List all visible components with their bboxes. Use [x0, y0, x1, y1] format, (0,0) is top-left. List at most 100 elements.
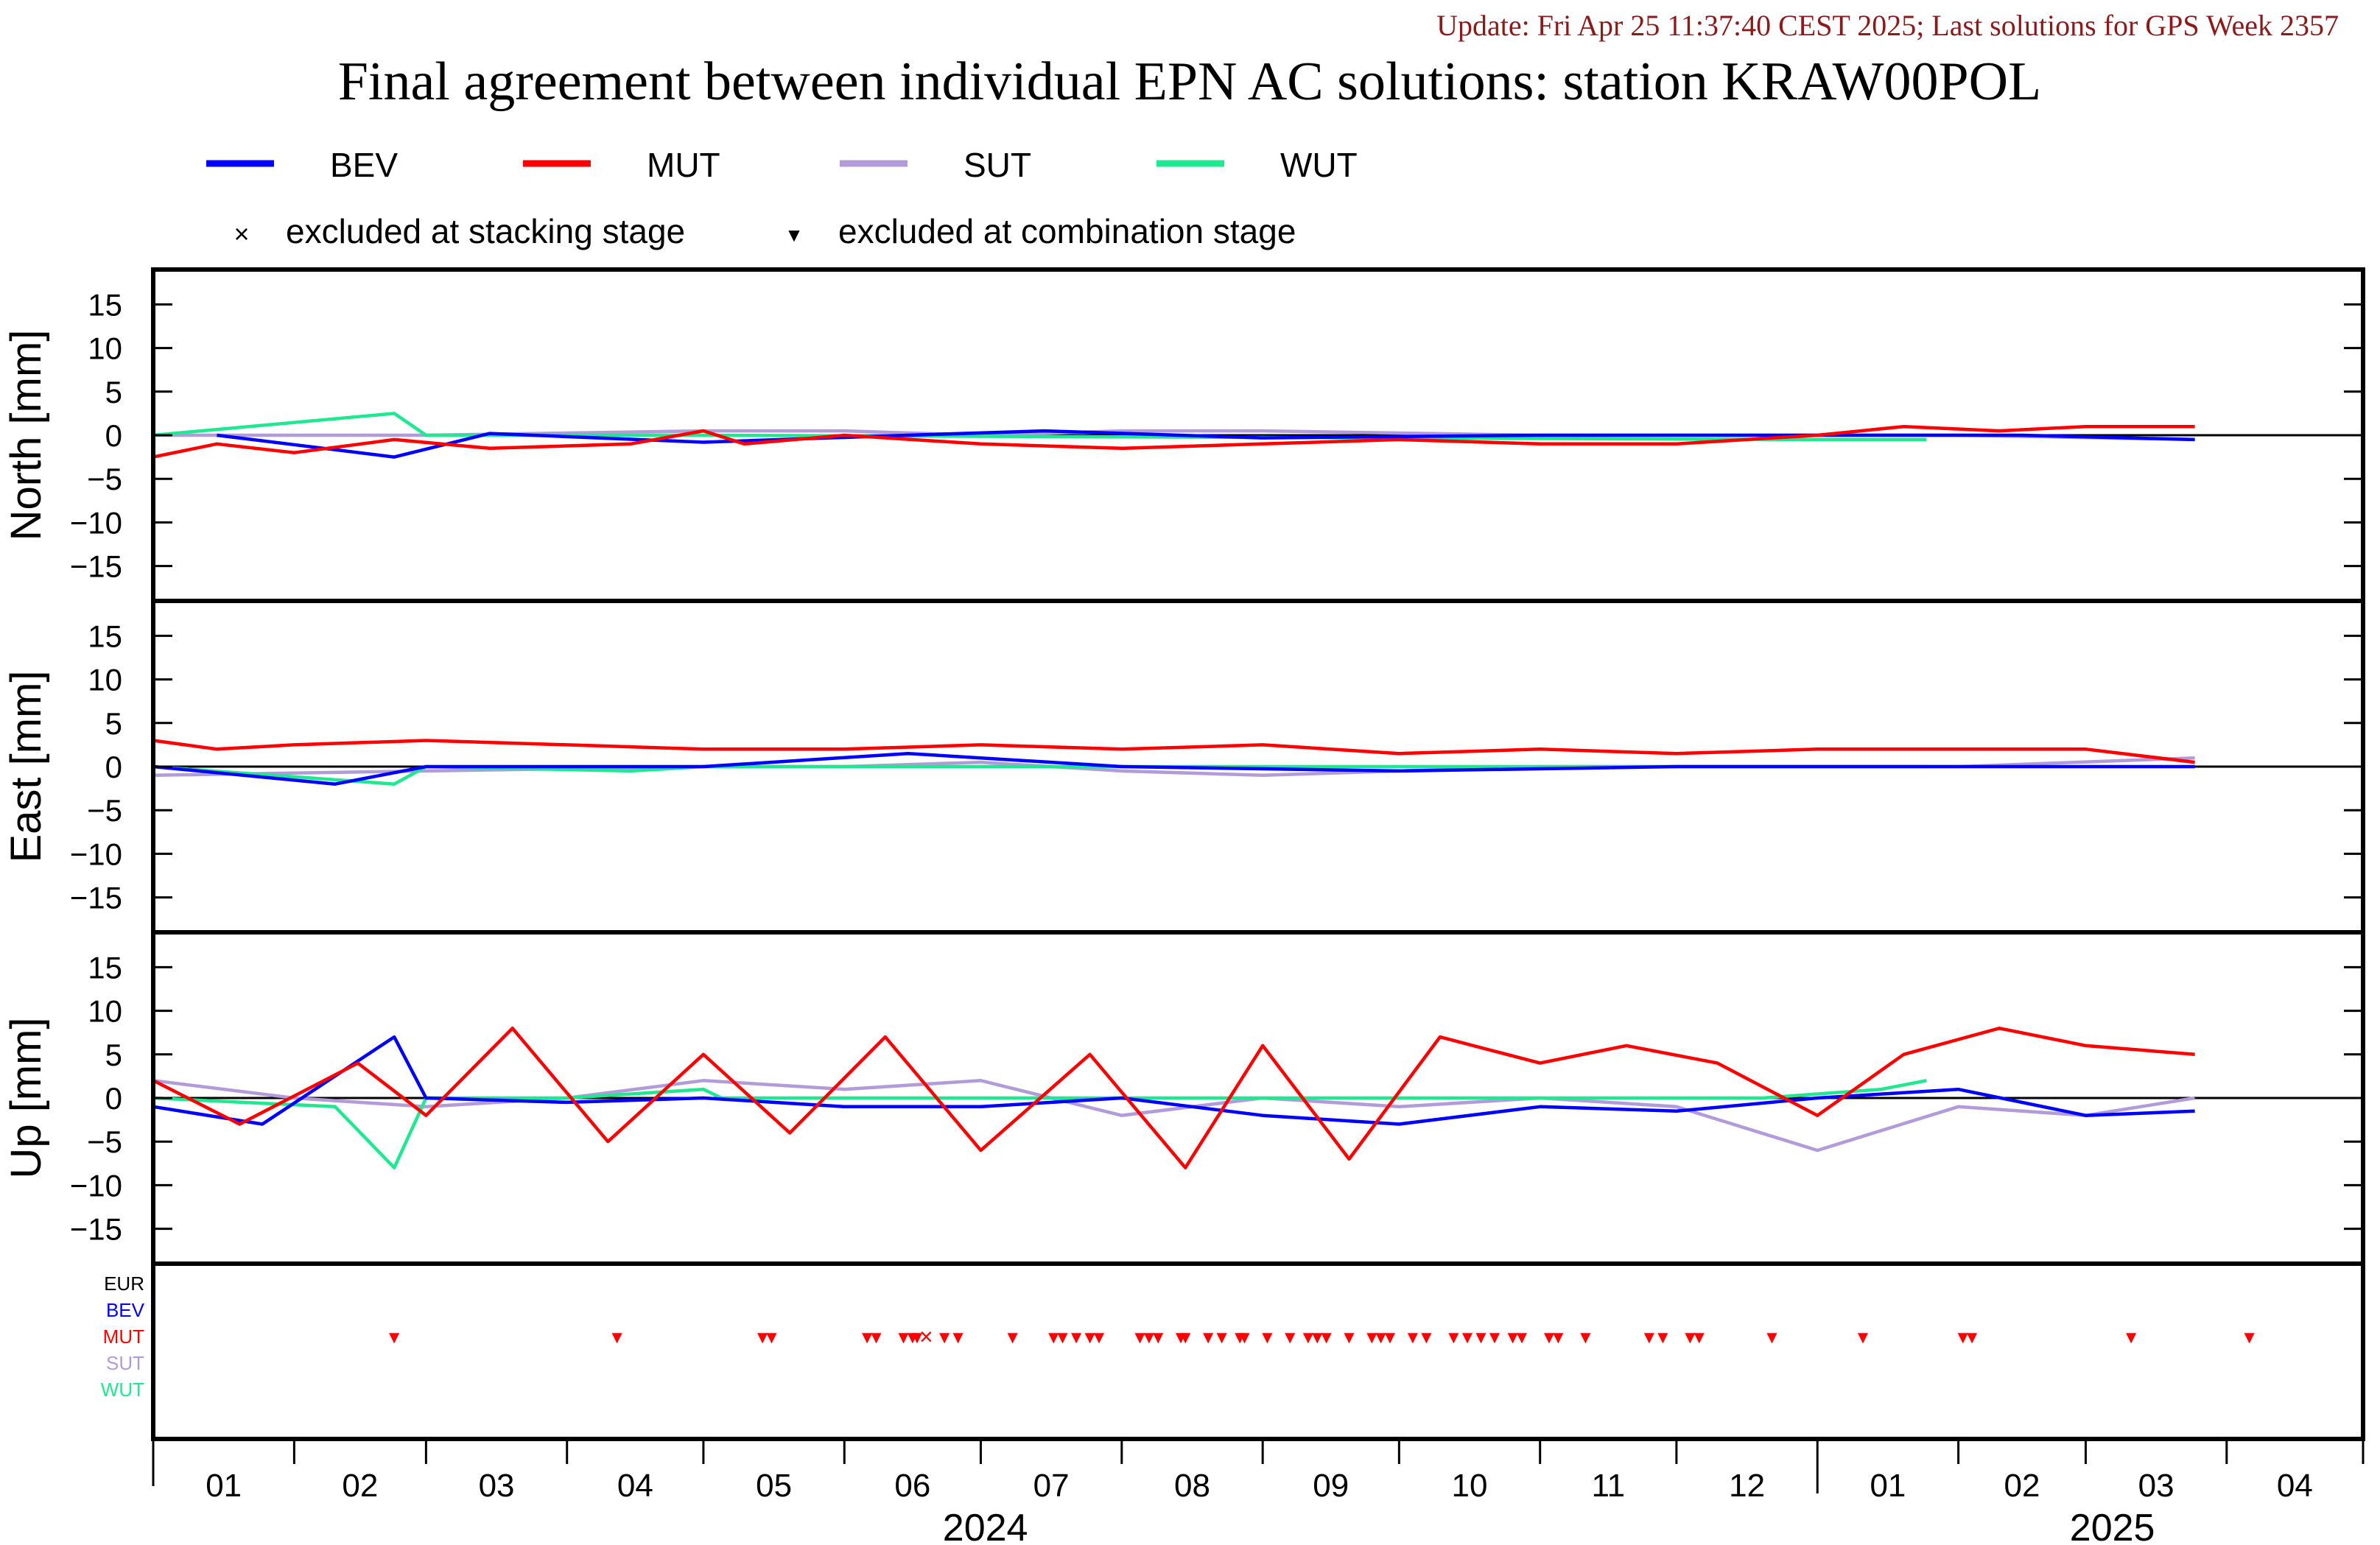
update-text: Update: Fri Apr 25 11:37:40 CEST 2025; L… [1436, 9, 2339, 42]
ytick-label-north: 0 [105, 418, 122, 453]
month-label: 05 [756, 1468, 792, 1504]
exclusion-combination-marker: ▼ [1081, 1328, 1099, 1348]
exclusion-combination-marker: ▼ [1236, 1328, 1254, 1348]
marker-label-combination: excluded at combination stage [838, 212, 1296, 250]
x-axis: 01 02 03 04 05 06 07 08 09 10 11 12 01 02 03 04 2024 2025 [152, 1439, 2365, 1545]
exclusion-combination-marker: ▼ [1140, 1328, 1158, 1348]
series-east-mut [152, 739, 2195, 764]
chart-title: Final agreement between individual EPN A… [338, 52, 2042, 112]
exclusion-row-mut: MUT [103, 1326, 144, 1348]
month-label: 01 [1870, 1468, 1906, 1504]
ytick-label-east: −5 [87, 793, 122, 828]
exclusion-combination-marker: ▼ [1418, 1328, 1436, 1348]
exclusion-combination-marker: ▼ [1550, 1328, 1568, 1348]
ytick-label-north: 10 [88, 331, 122, 366]
series-up-wut [152, 1079, 1927, 1169]
panels: 15 10 5 0 −5 −10 −15 North [mm] 15 10 5 0 −5 −10 −15 Ea… [2, 267, 2365, 1441]
month-label: 02 [2004, 1468, 2040, 1504]
panel-frame-exclusions [151, 1261, 2365, 1441]
exclusion-combination-marker: ▼ [1045, 1328, 1062, 1348]
month-label: 04 [2277, 1468, 2313, 1504]
exclusion-combination-marker: ▼ [1372, 1328, 1390, 1348]
exclusion-combination-marker: ▼ [904, 1328, 922, 1348]
ytick-label-up: 5 [105, 1038, 122, 1072]
ytick-label-east: 5 [105, 706, 122, 741]
exclusion-combination-marker: ▼ [385, 1328, 403, 1348]
month-label: 08 [1174, 1468, 1210, 1504]
ytick-label-east: 15 [88, 619, 122, 653]
ylabel-east: East [mm] [2, 670, 50, 862]
exclusion-combination-marker: ▼ [1172, 1328, 1190, 1348]
exclusion-combination-marker: ▼ [949, 1328, 967, 1348]
exclusion-combination-marker: ▼ [1963, 1328, 1981, 1348]
exclusion-combination-marker: ▼ [908, 1328, 926, 1348]
exclusion-combination-marker: ▼ [1299, 1328, 1317, 1348]
exclusion-combination-marker: ▼ [1472, 1328, 1490, 1348]
exclusion-combination-marker: ▼ [1640, 1328, 1658, 1348]
month-label: 07 [1033, 1468, 1070, 1504]
ytick-label-up: −5 [87, 1125, 122, 1159]
year-label-2025: 2025 [2070, 1507, 2155, 1545]
exclusion-combination-marker: ▼ [1486, 1328, 1503, 1348]
exclusion-combination-marker: ▼ [763, 1328, 781, 1348]
exclusion-combination-marker: ▼ [1199, 1328, 1217, 1348]
month-label: 03 [2138, 1468, 2174, 1504]
legend: BEV MUT SUT WUT × excluded at stacking stage ▼… [206, 146, 1358, 250]
exclusion-combination-marker: ▼ [608, 1328, 626, 1348]
ytick-label-east: −15 [70, 881, 122, 915]
ytick-label-north: −10 [70, 505, 122, 540]
series-up-mut [152, 1027, 2195, 1169]
exclusion-combination-marker: ▼ [2122, 1328, 2140, 1348]
marker-label-stacking: excluded at stacking stage [286, 212, 685, 250]
exclusion-row-eur: EUR [104, 1273, 144, 1295]
ytick-label-east: 10 [88, 663, 122, 697]
exclusion-combination-marker: ▼ [1090, 1328, 1108, 1348]
exclusion-combination-marker: ▼ [1258, 1328, 1276, 1348]
legend-label-wut: WUT [1280, 146, 1358, 184]
exclusion-combination-marker: ▼ [1054, 1328, 1072, 1348]
exclusion-row-sut: SUT [106, 1352, 144, 1374]
exclusion-combination-marker: ▼ [1954, 1328, 1972, 1348]
exclusion-combination-marker: ▼ [1213, 1328, 1231, 1348]
exclusion-combination-marker: ▼ [2241, 1328, 2258, 1348]
exclusion-combination-marker: ▼ [1131, 1328, 1149, 1348]
exclusion-combination-marker: ▼ [1691, 1328, 1708, 1348]
exclusion-combination-marker: ▼ [1067, 1328, 1085, 1348]
month-label: 10 [1452, 1468, 1488, 1504]
exclusion-combination-marker: ▼ [1854, 1328, 1872, 1348]
exclusion-combination-marker: ▼ [1763, 1328, 1781, 1348]
exclusion-combination-marker: ▼ [1149, 1328, 1167, 1348]
ytick-label-north: −5 [87, 462, 122, 496]
exclusion-stacking-marker: × [919, 1323, 933, 1350]
ytick-label-up: −15 [70, 1212, 122, 1247]
exclusion-combination-marker: ▼ [1004, 1328, 1022, 1348]
legend-label-sut: SUT [963, 146, 1031, 184]
year-label-2024: 2024 [943, 1507, 1028, 1545]
exclusion-combination-marker: ▼ [935, 1328, 953, 1348]
series-east-bev [152, 751, 2195, 786]
month-label: 04 [617, 1468, 653, 1504]
exclusion-combination-marker: ▼ [1231, 1328, 1249, 1348]
exclusion-combination-marker: ▼ [1281, 1328, 1299, 1348]
legend-label-mut: MUT [647, 146, 720, 184]
exclusion-combination-marker: ▼ [1540, 1328, 1558, 1348]
marker-symbol-stacking: × [234, 219, 249, 249]
exclusion-combination-marker: ▼ [1445, 1328, 1463, 1348]
exclusion-combination-marker: ▼ [1458, 1328, 1476, 1348]
exclusion-combination-marker: ▼ [1504, 1328, 1522, 1348]
ylabel-north: North [mm] [2, 330, 50, 541]
month-label: 11 [1591, 1468, 1625, 1504]
series-up-bev [152, 1035, 2195, 1126]
exclusion-combination-marker: ▼ [1577, 1328, 1595, 1348]
legend-label-bev: BEV [330, 146, 398, 184]
month-label: 03 [479, 1468, 515, 1504]
series-north-mut [152, 424, 2195, 459]
ylabel-up: Up [mm] [2, 1017, 50, 1178]
exclusion-combination-marker: ▼ [858, 1328, 876, 1348]
exclusion-combination-marker: ▼ [1513, 1328, 1531, 1348]
ytick-label-up: −10 [70, 1168, 122, 1203]
ytick-label-up: 10 [88, 994, 122, 1029]
exclusion-combination-marker: ▼ [1308, 1328, 1326, 1348]
month-label: 06 [894, 1468, 930, 1504]
